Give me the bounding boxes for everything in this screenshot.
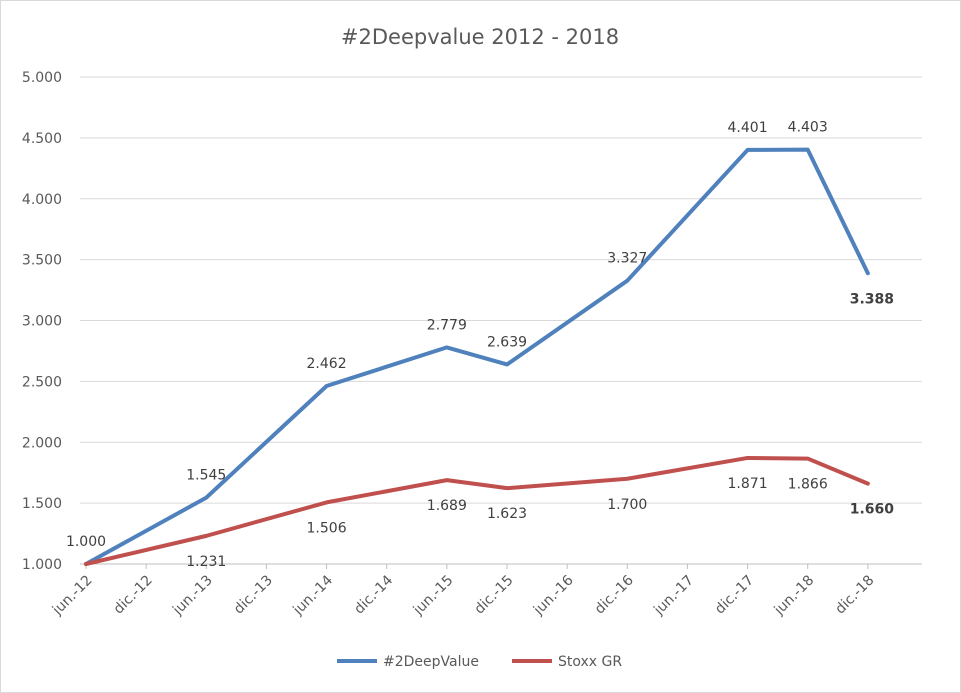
data-label: 4.401 <box>728 120 768 136</box>
y-tick-label: 4.500 <box>22 131 62 147</box>
data-label: 1.623 <box>487 506 527 522</box>
data-label: 1.866 <box>788 477 828 493</box>
x-tick-label: jun.-14 <box>290 572 337 619</box>
data-label: 2.462 <box>307 356 347 372</box>
x-tick-label: dic.-17 <box>712 572 757 617</box>
gridlines <box>80 76 922 504</box>
y-tick-label: 4.000 <box>22 192 62 208</box>
y-tick-label: 3.000 <box>22 314 62 330</box>
y-tick-label: 5.000 <box>22 70 62 86</box>
y-axis-ticks: 1.000 1.500 2.000 2.500 3.000 3.500 4.000 4.500… <box>22 70 62 573</box>
data-label: 2.779 <box>427 317 467 333</box>
data-label: 1.545 <box>186 468 226 484</box>
data-label: 1.506 <box>307 520 347 536</box>
series-lines <box>84 147 870 566</box>
x-tick-label: dic.-14 <box>351 572 396 617</box>
x-tick-label: dic.-15 <box>472 572 517 617</box>
x-tick-label: jun.-16 <box>530 572 577 619</box>
x-tick-label: dic.-16 <box>592 572 637 617</box>
y-tick-label: 1.500 <box>22 496 62 512</box>
data-label: 2.639 <box>487 334 527 350</box>
data-label: 1.700 <box>607 497 647 513</box>
x-tick-label: dic.-18 <box>832 572 877 617</box>
data-label: 1.871 <box>728 476 768 492</box>
data-label: 1.689 <box>427 498 467 514</box>
data-label: 1.660 <box>850 502 895 518</box>
y-tick-label: 3.500 <box>22 253 62 269</box>
y-tick-label: 2.000 <box>22 435 62 451</box>
y-tick-label: 2.500 <box>22 374 62 390</box>
x-tick-label: jun.-18 <box>771 572 818 619</box>
x-axis: jun.-12 dic.-12 jun.-13 dic.-13 jun.-14 dic.-… <box>49 563 922 619</box>
data-label: 1.231 <box>186 554 226 570</box>
x-tick-label: dic.-12 <box>111 572 156 617</box>
legend-label: #2DeepValue <box>383 654 479 670</box>
legend: #2DeepValue Stoxx GR <box>337 654 622 670</box>
series-line-stoxx-gr <box>84 455 870 566</box>
y-tick-label: 1.000 <box>22 557 62 573</box>
data-labels: 1.000 1.545 2.462 2.779 2.639 3.327 4.401 4.403… <box>66 120 894 570</box>
data-label: 1.000 <box>66 534 106 550</box>
data-label: 4.403 <box>788 120 828 136</box>
chart-title: #2Deepvalue 2012 - 2018 <box>341 25 619 49</box>
x-tick-label: jun.-13 <box>169 572 216 619</box>
data-label: 3.327 <box>607 251 647 267</box>
legend-label: Stoxx GR <box>558 654 622 670</box>
x-tick-label: jun.-15 <box>410 572 457 619</box>
data-label: 3.388 <box>850 291 894 307</box>
series-line-deepvalue <box>84 147 870 566</box>
x-tick-label: jun.-12 <box>49 572 96 619</box>
x-tick-label: dic.-13 <box>231 572 276 617</box>
x-tick-label: jun.-17 <box>650 572 697 619</box>
